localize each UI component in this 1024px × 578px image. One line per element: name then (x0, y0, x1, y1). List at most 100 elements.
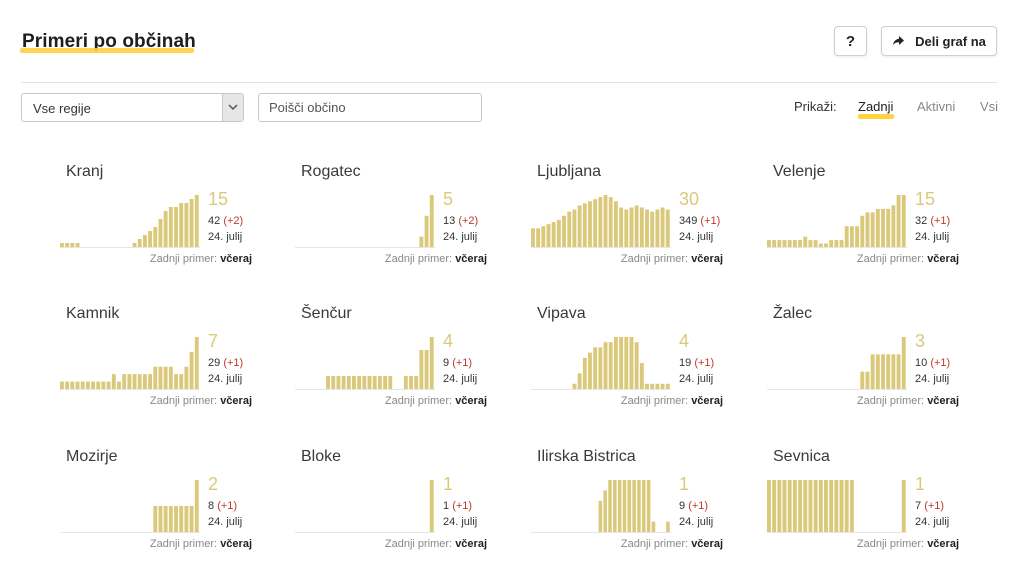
total-value: 9 (679, 500, 686, 512)
municipality-card[interactable]: Rogatec 5 13 (+2) 24. julij Zadnji primer: v… (295, 163, 495, 293)
bar (896, 195, 901, 247)
bar (660, 207, 665, 247)
last-case: Zadnji primer: včeraj (621, 253, 723, 265)
bar (865, 371, 870, 389)
bar (75, 243, 80, 247)
total-value: 8 (208, 500, 215, 512)
bar (655, 209, 660, 247)
share-button[interactable]: Deli graf na (881, 26, 997, 56)
last-case: Zadnji primer: včeraj (385, 253, 487, 265)
last-case: Zadnji primer: včeraj (385, 538, 487, 550)
bar (148, 374, 153, 389)
card-title: Vipava (537, 305, 586, 322)
total-cases: 13 (+2) (443, 215, 478, 227)
total-cases: 9 (+1) (679, 500, 708, 512)
card-date: 24. julij (443, 231, 478, 243)
bar (383, 376, 388, 389)
bar (782, 480, 787, 532)
total-value: 19 (679, 357, 692, 369)
bar (798, 480, 802, 532)
select-arrow[interactable] (222, 94, 243, 121)
delta-value: (+1) (452, 357, 473, 369)
delta-value: (+2) (223, 215, 244, 227)
last-case-label: Zadnji primer: (149, 395, 218, 407)
search-input[interactable] (258, 93, 482, 122)
bar (168, 207, 173, 247)
card-title: Šenčur (301, 305, 352, 322)
bar (85, 381, 90, 389)
bar (163, 506, 168, 532)
municipality-card[interactable]: Kamnik 7 29 (+1) 24. julij Zadnji primer: vč… (60, 305, 260, 435)
bar (189, 506, 194, 532)
bar (767, 480, 771, 532)
bar (541, 226, 546, 247)
bar (158, 219, 163, 247)
municipality-card[interactable]: Vipava 4 19 (+1) 24. julij Zadnji primer: vč… (531, 305, 731, 435)
bar (891, 205, 896, 247)
last-case-label: Zadnji primer: (856, 538, 925, 550)
bar (777, 480, 782, 532)
bar (619, 207, 624, 247)
municipality-card[interactable]: Žalec 3 10 (+1) 24. julij Zadnji primer: vče… (767, 305, 967, 435)
bar (588, 201, 592, 247)
help-button[interactable]: ? (834, 26, 867, 56)
bar (546, 224, 551, 247)
bar (588, 352, 592, 389)
municipality-card[interactable]: Ilirska Bistrica 1 9 (+1) 24. julij Zadnji p… (531, 448, 731, 578)
last-case: Zadnji primer: včeraj (857, 253, 959, 265)
bar (132, 374, 137, 389)
bar (60, 243, 64, 247)
share-arrow-icon (893, 36, 905, 46)
municipality-card[interactable]: Ljubljana 30 349 (+1) 24. julij Zadnji prime… (531, 163, 731, 293)
delta-value: (+1) (694, 357, 715, 369)
card-title: Žalec (773, 305, 813, 322)
municipality-card[interactable]: Šenčur 4 9 (+1) 24. julij Zadnji primer: vče… (295, 305, 495, 435)
mini-bar-chart (767, 195, 907, 248)
last-case-label: Zadnji primer: (384, 395, 453, 407)
bar (148, 231, 153, 247)
bar (645, 209, 649, 247)
bar (414, 376, 419, 389)
last-case-value: včeraj (691, 395, 723, 407)
total-cases: 32 (+1) (915, 215, 950, 227)
municipality-card[interactable]: Velenje 15 32 (+1) 24. julij Zadnji primer: … (767, 163, 967, 293)
bar (142, 235, 147, 247)
bar (886, 208, 891, 247)
show-option-aktivni[interactable]: Aktivni (917, 99, 956, 114)
chevron-down-icon (228, 104, 238, 111)
bar (158, 366, 163, 389)
bar (352, 376, 356, 389)
bar (875, 208, 880, 247)
bar (184, 203, 189, 247)
bar (168, 506, 173, 532)
bar (409, 376, 413, 389)
title-underline (20, 48, 194, 53)
bar (598, 197, 603, 247)
municipality-card[interactable]: Kranj 15 42 (+2) 24. julij Zadnji primer: vč… (60, 163, 260, 293)
bar (582, 203, 587, 247)
bar (650, 383, 655, 389)
bar (901, 195, 906, 247)
total-cases: 9 (+1) (443, 357, 472, 369)
card-date: 24. julij (679, 231, 714, 243)
bar (834, 240, 839, 247)
municipality-card[interactable]: Mozirje 2 8 (+1) 24. julij Zadnji primer: vč… (60, 448, 260, 578)
show-option-vsi[interactable]: Vsi (980, 99, 999, 114)
bar (377, 376, 382, 389)
bar (829, 240, 834, 247)
municipality-card[interactable]: Bloke 1 1 (+1) 24. julij Zadnji primer: včer… (295, 448, 495, 578)
last-case-label: Zadnji primer: (149, 538, 218, 550)
bar (551, 222, 556, 247)
municipality-card[interactable]: Sevnica 1 7 (+1) 24. julij Zadnji primer: vč… (767, 448, 967, 578)
bar (865, 212, 870, 247)
bar (849, 480, 854, 532)
bar (567, 211, 572, 247)
show-option-zadnji[interactable]: Zadnji (858, 99, 894, 114)
bar (629, 207, 634, 247)
last-case-label: Zadnji primer: (620, 395, 689, 407)
bar (132, 243, 137, 247)
bar (142, 374, 147, 389)
current-cases: 7 (208, 331, 219, 351)
bar (650, 211, 655, 247)
region-select[interactable]: Vse regije (21, 93, 244, 122)
